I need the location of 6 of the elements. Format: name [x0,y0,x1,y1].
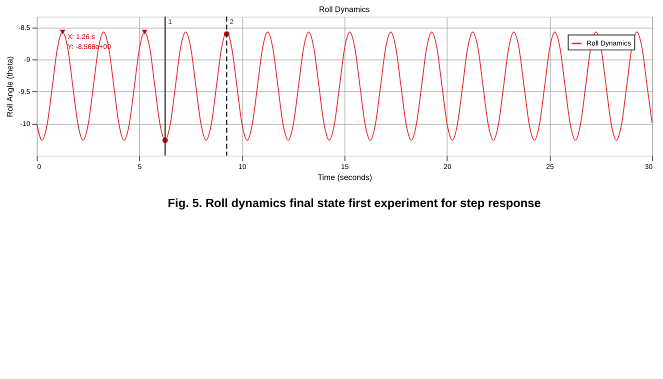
point [142,30,148,34]
y-axis-title: Roll Angle (theta) [5,56,14,118]
x-axis-title: Time (seconds) [318,172,372,182]
point [60,30,66,34]
caption: Fig. 5. Roll dynamics final state first experiment for step response [168,196,542,210]
chart-title: Roll Dynamics [319,5,370,14]
